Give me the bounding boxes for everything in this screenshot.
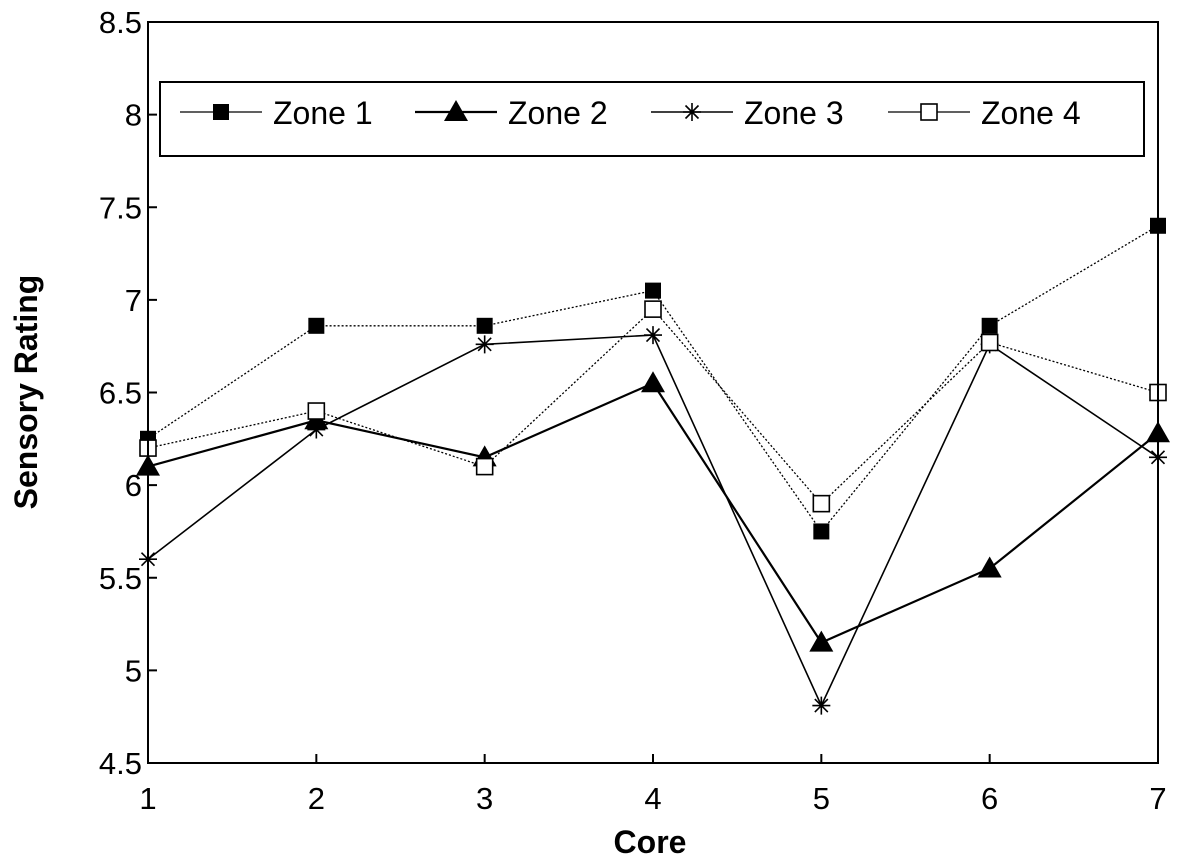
y-axis-ticks: 4.5 5 5.5 6 6.5 7 7.5 8 8.5 <box>99 5 157 781</box>
y-tick-label: 6.5 <box>99 376 142 411</box>
data-point-zone-1 <box>476 317 493 334</box>
data-point-zone-4 <box>644 300 662 318</box>
data-point-zone-2 <box>977 556 1002 578</box>
legend-label-zone-4: Zone 4 <box>981 95 1081 131</box>
x-tick-label: 3 <box>476 781 493 816</box>
legend: Zone 1 Zone 2 Zone 3 Zone 4 <box>159 81 1145 157</box>
y-tick-label: 7.5 <box>99 190 142 225</box>
data-point-zone-2 <box>809 630 834 652</box>
data-point-zone-4 <box>980 333 999 352</box>
plot-markers <box>136 217 1170 715</box>
legend-label-zone-1: Zone 1 <box>273 95 373 131</box>
x-tick-label: 7 <box>1149 781 1166 816</box>
y-tick-label: 5 <box>125 653 142 688</box>
y-tick-label: 6 <box>125 468 142 503</box>
x-tick-label: 1 <box>139 781 156 816</box>
x-tick-label: 5 <box>813 781 830 816</box>
data-point-zone-1 <box>645 282 661 299</box>
y-tick-label: 4.5 <box>99 746 142 781</box>
legend-marker-zone-4 <box>920 103 938 121</box>
data-point-zone-1 <box>981 317 998 334</box>
x-tick-label: 6 <box>981 781 998 816</box>
x-tick-label: 2 <box>308 781 325 816</box>
data-point-zone-1 <box>813 523 830 540</box>
data-point-zone-3 <box>307 420 326 439</box>
data-point-zone-3 <box>812 696 831 715</box>
data-point-zone-4 <box>307 402 326 420</box>
y-tick-label: 8.5 <box>99 5 142 40</box>
data-point-zone-4 <box>475 457 494 476</box>
y-tick-label: 7 <box>125 283 142 318</box>
legend-label-zone-3: Zone 3 <box>744 95 844 131</box>
legend-marker-zone-3 <box>683 103 701 121</box>
series-line-zone-2 <box>147 381 1159 644</box>
x-axis-ticks: 1 2 3 4 5 6 7 <box>139 754 1167 816</box>
y-tick-label: 8 <box>125 98 142 133</box>
data-point-zone-4 <box>812 494 831 513</box>
data-point-zone-3 <box>475 335 494 354</box>
data-point-zone-2 <box>641 371 665 393</box>
legend-label-zone-2: Zone 2 <box>508 95 608 131</box>
y-axis-title: Sensory Rating <box>8 275 44 510</box>
x-tick-label: 4 <box>644 781 661 816</box>
data-point-zone-3 <box>644 326 662 345</box>
y-tick-label: 5.5 <box>99 561 142 596</box>
legend-marker-zone-2 <box>444 100 468 121</box>
data-point-zone-1 <box>308 317 325 334</box>
x-axis-title: Core <box>614 824 687 860</box>
legend-box <box>159 81 1145 157</box>
legend-marker-zone-1 <box>213 104 229 120</box>
